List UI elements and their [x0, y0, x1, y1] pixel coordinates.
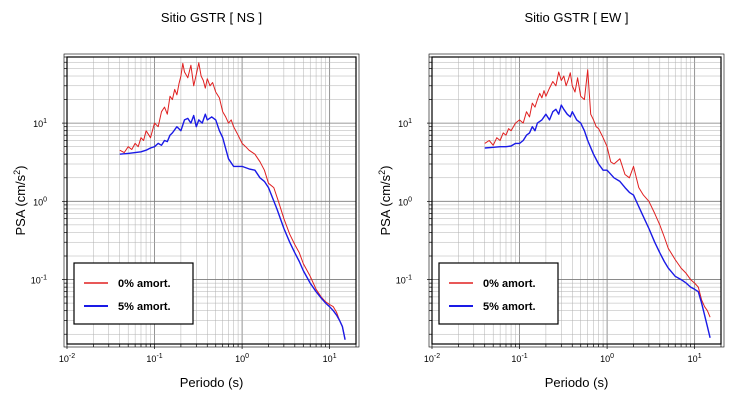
y-tick-label: 100 — [33, 196, 47, 207]
x-tick-label: 10-2 — [424, 353, 440, 364]
plot-frame — [431, 56, 722, 345]
series-line-amort-5 — [484, 104, 711, 338]
x-tick-label: 101 — [323, 353, 337, 364]
chart-title: Sitio GSTR [ EW ] — [524, 10, 628, 25]
x-tick-label: 10-1 — [511, 353, 527, 364]
x-axis-label: Periodo (s) — [180, 375, 244, 390]
legend-box — [438, 262, 559, 325]
chart-panel-ns: 10-2 10-1 100 101 101 100 10-1 Sitio GSTR [ NS … — [12, 10, 360, 390]
y-tick-label: 101 — [398, 118, 412, 129]
x-tick-label: 10-2 — [59, 353, 75, 364]
series-line-amort-0 — [119, 62, 346, 340]
legend-label: 0% amort. — [118, 278, 171, 290]
y-tick-label: 100 — [398, 196, 412, 207]
legend: 0% amort. 5% amort. — [73, 262, 194, 325]
series-line-amort-5 — [119, 113, 346, 340]
y-axis-label: PSA (cm/s2) — [12, 165, 28, 235]
plot-frame — [66, 56, 357, 345]
plot-outer-frame — [428, 53, 725, 348]
x-tick-label: 10-1 — [146, 353, 162, 364]
x-axis-label: Periodo (s) — [545, 375, 609, 390]
y-axis-label: PSA (cm/s2) — [377, 165, 393, 235]
x-tick-label: 100 — [235, 353, 249, 364]
chart-title: Sitio GSTR [ NS ] — [161, 10, 262, 25]
legend-box — [73, 262, 194, 325]
series-line-amort-0 — [484, 69, 711, 318]
legend: 0% amort. 5% amort. — [438, 262, 559, 325]
x-tick-label: 100 — [600, 353, 614, 364]
legend-label: 5% amort. — [118, 301, 171, 313]
y-tick-label: 10-1 — [31, 275, 47, 286]
y-tick-label: 10-1 — [396, 275, 412, 286]
legend-label: 0% amort. — [483, 278, 536, 290]
x-tick-label: 101 — [688, 353, 702, 364]
plot-outer-frame — [63, 53, 360, 348]
chart-panel-ew: 10-2 10-1 100 101 101 100 10-1 Sitio GSTR [ EW … — [377, 10, 725, 390]
y-tick-label: 101 — [33, 118, 47, 129]
legend-label: 5% amort. — [483, 301, 536, 313]
